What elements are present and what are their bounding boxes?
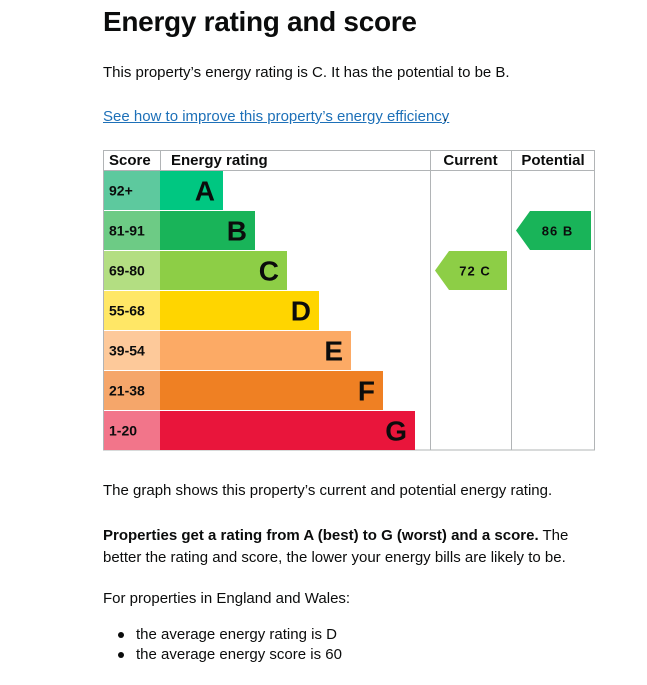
average-rating-item: the average energy rating is D	[118, 625, 342, 645]
potential-rating-label: 86 B	[542, 224, 573, 239]
band-score-range: 39-54	[109, 343, 145, 359]
bullet-icon	[118, 652, 124, 658]
band-bar	[160, 411, 415, 450]
band-letter: A	[195, 176, 215, 207]
explainer-rest: The better the rating and score, the low…	[103, 527, 569, 566]
average-score-item: the average energy score is 60	[118, 645, 342, 665]
score-column-header: Score	[109, 152, 151, 169]
band-score-cell	[104, 371, 160, 410]
band-score-range: 92+	[109, 183, 133, 199]
band-score-cell	[104, 331, 160, 370]
potential-rating-arrow	[516, 211, 591, 250]
current-rating-label: 72 C	[459, 264, 490, 279]
band-bar	[160, 251, 287, 290]
band-bar	[160, 171, 223, 210]
page-title: Energy rating and score	[103, 6, 417, 37]
average-score-text: the average energy score is 60	[136, 646, 342, 663]
rating-explainer: Properties get a rating from A (best) to…	[103, 525, 603, 569]
band-score-range: 81-91	[109, 223, 145, 239]
bullet-icon	[118, 632, 124, 638]
energy-rating-chart: Score Energy rating Current Potential 92+ A 8…	[103, 150, 595, 451]
link-full-stop: .	[443, 108, 448, 125]
band-letter: C	[259, 256, 279, 287]
rating-column-header: Energy rating	[171, 152, 268, 169]
band-score-range: 69-80	[109, 263, 145, 279]
band-score-cell	[104, 171, 160, 210]
rating-summary: This property’s energy rating is C. It h…	[103, 64, 510, 81]
band-letter: E	[324, 336, 343, 367]
band-score-cell	[104, 251, 160, 290]
band-score-cell	[104, 411, 160, 450]
band-score-range: 1-20	[109, 423, 137, 439]
band-score-range: 21-38	[109, 383, 145, 399]
band-bar	[160, 331, 351, 370]
potential-column-header: Potential	[521, 152, 584, 169]
current-rating-arrow	[435, 251, 507, 290]
average-rating-text: the average energy rating is D	[136, 626, 337, 643]
band-letter: B	[227, 216, 247, 247]
graph-note: The graph shows this property’s current …	[103, 482, 553, 499]
explainer-strong: Properties get a rating from A (best) to…	[103, 527, 539, 544]
band-score-range: 55-68	[109, 303, 145, 319]
band-bar	[160, 211, 255, 250]
band-letter: F	[358, 376, 375, 407]
region-note: For properties in England and Wales:	[103, 590, 351, 607]
improve-efficiency-link[interactable]: See how to improve this property’s energ…	[103, 108, 450, 125]
band-score-cell	[104, 211, 160, 250]
chart-arrows: 72 C 86 B	[435, 211, 591, 290]
band-bar	[160, 371, 383, 410]
chart-header: Score Energy rating Current Potential	[109, 152, 585, 169]
averages-list: the average energy rating is D the avera…	[118, 625, 342, 665]
chart-bands: 92+ A 81-91 B 69-80 C 55-68 D 39-54 E 21-38 F 1-20 G	[104, 171, 415, 450]
band-letter: D	[291, 296, 311, 327]
band-score-cell	[104, 291, 160, 330]
current-column-header: Current	[443, 152, 497, 169]
band-bar	[160, 291, 319, 330]
band-letter: G	[385, 416, 407, 447]
